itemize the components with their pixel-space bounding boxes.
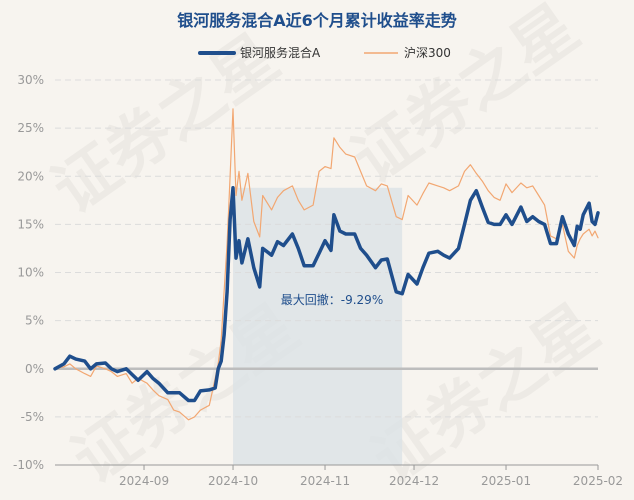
y-tick-label: 25% bbox=[17, 121, 44, 135]
series-line-index bbox=[54, 108, 599, 421]
x-tick-label: 2025-02 bbox=[573, 474, 623, 488]
y-tick-label: -10% bbox=[13, 458, 44, 472]
x-tick-label: 2024-09 bbox=[119, 474, 169, 488]
y-axis: -10% -5% 0% 5% 10% 15% 20% 25% 30% bbox=[13, 73, 44, 472]
max-drawdown-label: 最大回撤：-9.29% bbox=[281, 292, 383, 307]
y-tick-label: 20% bbox=[17, 169, 44, 183]
y-tick-label: 30% bbox=[17, 73, 44, 87]
series-layer bbox=[53, 108, 600, 421]
x-tick-label: 2025-01 bbox=[481, 474, 531, 488]
x-tick-label: 2024-12 bbox=[389, 474, 439, 488]
y-tick-label: 10% bbox=[17, 266, 44, 280]
y-tick-label: 0% bbox=[25, 362, 44, 376]
y-tick-label: 15% bbox=[17, 217, 44, 231]
series-line-fund bbox=[53, 186, 600, 403]
legend-label-index: 沪深300 bbox=[404, 46, 451, 60]
legend-label-fund: 银河服务混合A bbox=[240, 45, 321, 60]
drawdown-shade-layer bbox=[233, 187, 403, 466]
x-tick-label: 2024-10 bbox=[208, 474, 258, 488]
drawdown-shade bbox=[233, 187, 403, 466]
x-axis: 2024-09 2024-10 2024-11 2024-12 2025-01 2025-… bbox=[55, 464, 623, 488]
y-tick-label: -5% bbox=[21, 410, 44, 424]
x-tick-label: 2024-11 bbox=[300, 474, 350, 488]
chart-title: 银河服务混合A近6个月累计收益率走势 bbox=[177, 11, 457, 30]
legend: 银河服务混合A 沪深300 bbox=[198, 45, 451, 60]
y-tick-label: 5% bbox=[25, 314, 44, 328]
